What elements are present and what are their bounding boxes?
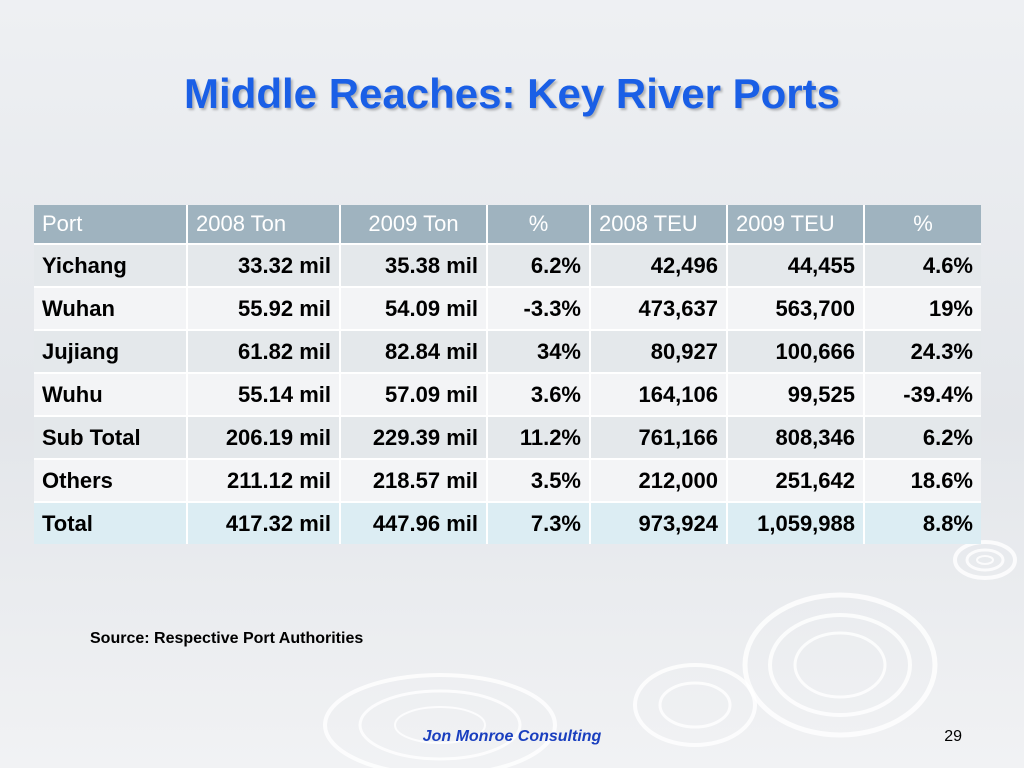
teu-2009: 1,059,988 bbox=[727, 501, 865, 544]
column-header-2009-ton: 2009 Ton bbox=[340, 205, 488, 244]
page-number: 29 bbox=[944, 728, 962, 745]
teu-2009: 563,700 bbox=[727, 286, 865, 330]
port-name: Jujiang bbox=[34, 329, 188, 373]
teu-2008: 761,166 bbox=[590, 415, 728, 459]
table-row: Wuhan 55.92 mil 54.09 mil -3.3% 473,637 … bbox=[34, 286, 981, 330]
table-row: Jujiang 61.82 mil 82.84 mil 34% 80,927 1… bbox=[34, 329, 981, 373]
slide-title: Middle Reaches: Key River Ports bbox=[184, 70, 840, 117]
table-header-row: Port 2008 Ton 2009 Ton % 2008 TEU 2009 T… bbox=[34, 205, 981, 244]
port-name: Yichang bbox=[34, 243, 188, 287]
ton-2008: 33.32 mil bbox=[187, 243, 341, 287]
ton-2008: 61.82 mil bbox=[187, 329, 341, 373]
ton-2009: 229.39 mil bbox=[340, 415, 488, 459]
ports-table: Port 2008 Ton 2009 Ton % 2008 TEU 2009 T… bbox=[34, 205, 981, 544]
ton-change-percent: 34% bbox=[487, 329, 591, 373]
table-row: Yichang 33.32 mil 35.38 mil 6.2% 42,496 … bbox=[34, 243, 981, 287]
ton-2008: 55.14 mil bbox=[187, 372, 341, 416]
table-row-total: Total 417.32 mil 447.96 mil 7.3% 973,924… bbox=[34, 501, 981, 544]
table-row: Others 211.12 mil 218.57 mil 3.5% 212,00… bbox=[34, 458, 981, 502]
teu-change-percent: 8.8% bbox=[864, 501, 981, 544]
table-row: Wuhu 55.14 mil 57.09 mil 3.6% 164,106 99… bbox=[34, 372, 981, 416]
ton-2009: 57.09 mil bbox=[340, 372, 488, 416]
teu-2008: 212,000 bbox=[590, 458, 728, 502]
teu-change-percent: -39.4% bbox=[864, 372, 981, 416]
teu-2008: 164,106 bbox=[590, 372, 728, 416]
footer-company-name: Jon Monroe Consulting bbox=[422, 728, 602, 745]
teu-2008: 42,496 bbox=[590, 243, 728, 287]
port-name: Wuhan bbox=[34, 286, 188, 330]
ton-2009: 54.09 mil bbox=[340, 286, 488, 330]
ton-change-percent: 11.2% bbox=[487, 415, 591, 459]
column-header-teu-percent: % bbox=[864, 205, 981, 244]
teu-2009: 44,455 bbox=[727, 243, 865, 287]
ton-change-percent: 6.2% bbox=[487, 243, 591, 287]
teu-change-percent: 18.6% bbox=[864, 458, 981, 502]
ton-2008: 55.92 mil bbox=[187, 286, 341, 330]
ton-2008: 206.19 mil bbox=[187, 415, 341, 459]
ton-change-percent: 3.5% bbox=[487, 458, 591, 502]
ton-2009: 35.38 mil bbox=[340, 243, 488, 287]
ton-change-percent: 7.3% bbox=[487, 501, 591, 544]
teu-change-percent: 19% bbox=[864, 286, 981, 330]
teu-change-percent: 6.2% bbox=[864, 415, 981, 459]
teu-2008: 473,637 bbox=[590, 286, 728, 330]
teu-change-percent: 24.3% bbox=[864, 329, 981, 373]
ton-2009: 82.84 mil bbox=[340, 329, 488, 373]
teu-2008: 80,927 bbox=[590, 329, 728, 373]
port-name: Total bbox=[34, 501, 188, 544]
port-name: Others bbox=[34, 458, 188, 502]
ton-change-percent: 3.6% bbox=[487, 372, 591, 416]
teu-2009: 251,642 bbox=[727, 458, 865, 502]
ton-2009: 218.57 mil bbox=[340, 458, 488, 502]
teu-change-percent: 4.6% bbox=[864, 243, 981, 287]
table-row: Sub Total 206.19 mil 229.39 mil 11.2% 76… bbox=[34, 415, 981, 459]
teu-2009: 100,666 bbox=[727, 329, 865, 373]
teu-2009: 808,346 bbox=[727, 415, 865, 459]
column-header-2009-teu: 2009 TEU bbox=[727, 205, 865, 244]
ton-2008: 417.32 mil bbox=[187, 501, 341, 544]
teu-2009: 99,525 bbox=[727, 372, 865, 416]
port-name: Wuhu bbox=[34, 372, 188, 416]
column-header-2008-ton: 2008 Ton bbox=[187, 205, 341, 244]
source-note: Source: Respective Port Authorities bbox=[90, 630, 364, 647]
column-header-port: Port bbox=[34, 205, 188, 244]
column-header-ton-percent: % bbox=[487, 205, 591, 244]
ton-2008: 211.12 mil bbox=[187, 458, 341, 502]
port-name: Sub Total bbox=[34, 415, 188, 459]
column-header-2008-teu: 2008 TEU bbox=[590, 205, 728, 244]
ton-change-percent: -3.3% bbox=[487, 286, 591, 330]
teu-2008: 973,924 bbox=[590, 501, 728, 544]
ton-2009: 447.96 mil bbox=[340, 501, 488, 544]
